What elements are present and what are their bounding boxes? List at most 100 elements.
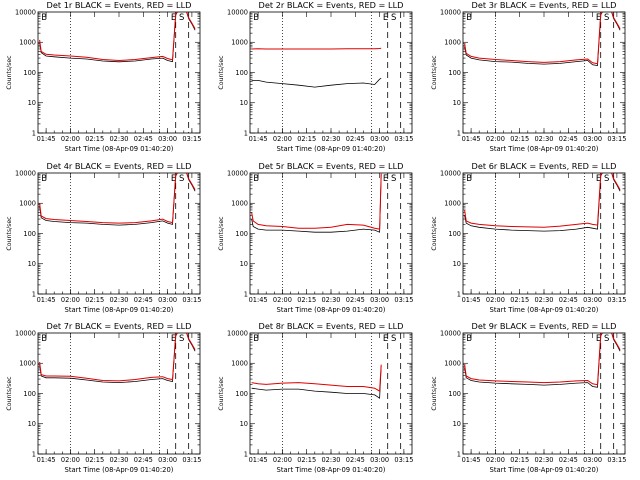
series-lld xyxy=(39,333,196,382)
x-tick-label: 02:00 xyxy=(61,296,80,304)
y-tick-label: 10 xyxy=(240,420,248,428)
x-tick-label: 02:00 xyxy=(61,456,80,464)
y-tick-label: 1000 xyxy=(19,39,36,47)
marker-e: E xyxy=(383,13,388,23)
marker-e: E xyxy=(596,334,601,344)
marker-s: S xyxy=(604,13,609,23)
x-tick-label: 02:15 xyxy=(85,456,104,464)
x-tick-label: 01:45 xyxy=(249,135,268,143)
x-tick-label: 03:15 xyxy=(182,296,201,304)
x-tick-label: 03:00 xyxy=(158,456,177,464)
y-tick-label: 10000 xyxy=(227,169,248,177)
y-tick-label: 1000 xyxy=(19,200,36,208)
series-events xyxy=(39,173,196,226)
x-tick-label: 01:45 xyxy=(462,296,481,304)
x-tick-label: 02:00 xyxy=(486,456,505,464)
x-tick-label: 01:45 xyxy=(462,135,481,143)
x-tick-label: 02:00 xyxy=(486,296,505,304)
y-tick-label: 1000 xyxy=(444,360,461,368)
panel-title: Det 9r BLACK = Events, RED = LLD xyxy=(472,321,617,331)
x-tick-label: 02:30 xyxy=(109,135,128,143)
y-axis-label: Counts/sec xyxy=(6,55,13,90)
y-tick-label: 10 xyxy=(28,420,36,428)
series-events xyxy=(251,366,382,399)
y-axis-label: Counts/sec xyxy=(6,216,13,251)
y-tick-label: 10 xyxy=(28,260,36,268)
x-axis-label: Start Time (08-Apr-09 01:40:20) xyxy=(65,306,174,314)
marker-b: B xyxy=(253,334,259,344)
y-tick-label: 10000 xyxy=(440,169,461,177)
y-tick-label: 10 xyxy=(453,99,461,107)
marker-s: S xyxy=(179,13,184,23)
x-tick-label: 03:15 xyxy=(394,456,413,464)
x-tick-label: 02:30 xyxy=(534,456,553,464)
y-tick-label: 10 xyxy=(240,99,248,107)
series-events xyxy=(464,173,621,232)
panel-title: Det 1r BLACK = Events, RED = LLD xyxy=(47,0,192,10)
x-tick-label: 01:45 xyxy=(249,296,268,304)
x-axis-label: Start Time (08-Apr-09 01:40:20) xyxy=(65,466,174,474)
x-tick-label: 02:15 xyxy=(510,296,529,304)
panel-title: Det 4r BLACK = Events, RED = LLD xyxy=(47,161,192,171)
x-tick-label: 02:45 xyxy=(134,456,153,464)
y-tick-label: 1000 xyxy=(231,360,248,368)
marker-e: E xyxy=(383,174,388,184)
x-tick-label: 01:45 xyxy=(37,135,56,143)
x-tick-label: 03:00 xyxy=(370,135,389,143)
marker-s: S xyxy=(391,334,396,344)
marker-e: E xyxy=(596,174,601,184)
x-tick-label: 03:00 xyxy=(583,135,602,143)
x-tick-label: 01:45 xyxy=(37,456,56,464)
x-tick-label: 02:15 xyxy=(510,135,529,143)
panel-det-6: Det 6r BLACK = Events, RED = LLD Start Ti… xyxy=(431,161,626,314)
y-tick-label: 1 xyxy=(244,290,248,298)
y-axis-label: Counts/sec xyxy=(6,376,13,411)
marker-b: B xyxy=(466,174,472,184)
y-tick-label: 10 xyxy=(453,260,461,268)
x-tick-label: 02:30 xyxy=(109,456,128,464)
series-lld xyxy=(39,12,196,62)
y-tick-label: 100 xyxy=(23,230,36,238)
marker-e: E xyxy=(171,334,176,344)
y-tick-label: 100 xyxy=(235,390,248,398)
x-tick-label: 02:45 xyxy=(559,135,578,143)
panel-det-5: Det 5r BLACK = Events, RED = LLD Start Ti… xyxy=(218,161,413,314)
panel-det-7: Det 7r BLACK = Events, RED = LLD Start Ti… xyxy=(6,321,201,474)
y-tick-label: 10000 xyxy=(440,329,461,337)
x-tick-label: 02:15 xyxy=(297,135,316,143)
panel-det-1: Det 1r BLACK = Events, RED = LLD Start Ti… xyxy=(6,0,201,153)
marker-s: S xyxy=(604,334,609,344)
series-lld xyxy=(464,12,621,65)
y-tick-label: 100 xyxy=(448,69,461,77)
y-tick-label: 100 xyxy=(23,390,36,398)
series-lld xyxy=(251,173,382,230)
x-tick-label: 03:15 xyxy=(182,456,201,464)
y-tick-label: 10 xyxy=(453,420,461,428)
x-tick-label: 03:15 xyxy=(607,456,626,464)
x-tick-label: 02:30 xyxy=(534,135,553,143)
y-axis-label: Counts/sec xyxy=(431,216,438,251)
marker-e: E xyxy=(596,13,601,23)
x-tick-label: 02:45 xyxy=(346,135,365,143)
marker-b: B xyxy=(253,13,259,23)
x-tick-label: 03:00 xyxy=(158,296,177,304)
y-tick-label: 100 xyxy=(235,69,248,77)
y-tick-label: 1000 xyxy=(231,39,248,47)
y-tick-label: 10 xyxy=(240,260,248,268)
x-axis-label: Start Time (08-Apr-09 01:40:20) xyxy=(65,145,174,153)
x-tick-label: 02:30 xyxy=(534,296,553,304)
y-tick-label: 1 xyxy=(244,129,248,137)
marker-e: E xyxy=(171,174,176,184)
y-tick-label: 1 xyxy=(32,129,36,137)
marker-e: E xyxy=(171,13,176,23)
y-axis-label: Counts/sec xyxy=(218,376,225,411)
x-axis-label: Start Time (08-Apr-09 01:40:20) xyxy=(277,145,386,153)
y-tick-label: 10 xyxy=(28,99,36,107)
series-events xyxy=(39,12,196,63)
series-events xyxy=(464,12,621,66)
x-tick-label: 01:45 xyxy=(37,296,56,304)
x-tick-label: 02:00 xyxy=(273,296,292,304)
x-axis-label: Start Time (08-Apr-09 01:40:20) xyxy=(277,466,386,474)
y-tick-label: 100 xyxy=(448,230,461,238)
